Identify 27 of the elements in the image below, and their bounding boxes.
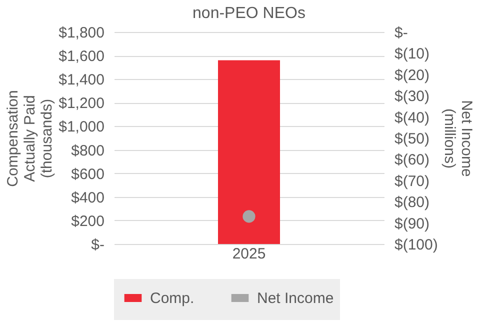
y2-tick-label: $(70) <box>394 172 430 190</box>
chart-title: non-PEO NEOs <box>192 5 306 22</box>
y-axis-title: Compensation Actually Paid (thousands) <box>4 90 56 187</box>
y-tick-label: $1,600 <box>58 48 104 66</box>
y2-tick-label: $(100) <box>394 236 438 254</box>
y2-tick-label: $(10) <box>394 46 430 63</box>
y-tick-label: $1,200 <box>58 95 104 112</box>
y-tick-label: $1,800 <box>58 24 104 42</box>
y2-tick-label: $(60) <box>394 152 430 169</box>
legend-label: Comp. <box>150 290 194 307</box>
y-tick-label: $200 <box>71 212 104 230</box>
y2-tick-label: $(50) <box>394 130 430 148</box>
y2-tick-label: $(20) <box>394 66 430 84</box>
y-tick-label: $400 <box>71 189 104 206</box>
y2-tick-label: $- <box>394 24 408 42</box>
x-tick-label: 2025 <box>232 246 266 262</box>
y-tick-label: $800 <box>71 142 104 160</box>
y-tick-label: $- <box>91 236 104 254</box>
y2-tick-label: $(90) <box>394 215 430 232</box>
y2-tick-label: $(30) <box>394 88 430 106</box>
legend-label: Net Income <box>257 290 334 307</box>
y2-axis-title: Net Income (millions) <box>440 100 475 177</box>
y-tick-label: $600 <box>71 166 104 183</box>
y2-tick-label: $(40) <box>394 109 430 126</box>
y-tick-label: $1,000 <box>58 118 104 136</box>
y-tick-label: $1,400 <box>58 72 104 89</box>
y2-tick-label: $(80) <box>394 194 430 212</box>
